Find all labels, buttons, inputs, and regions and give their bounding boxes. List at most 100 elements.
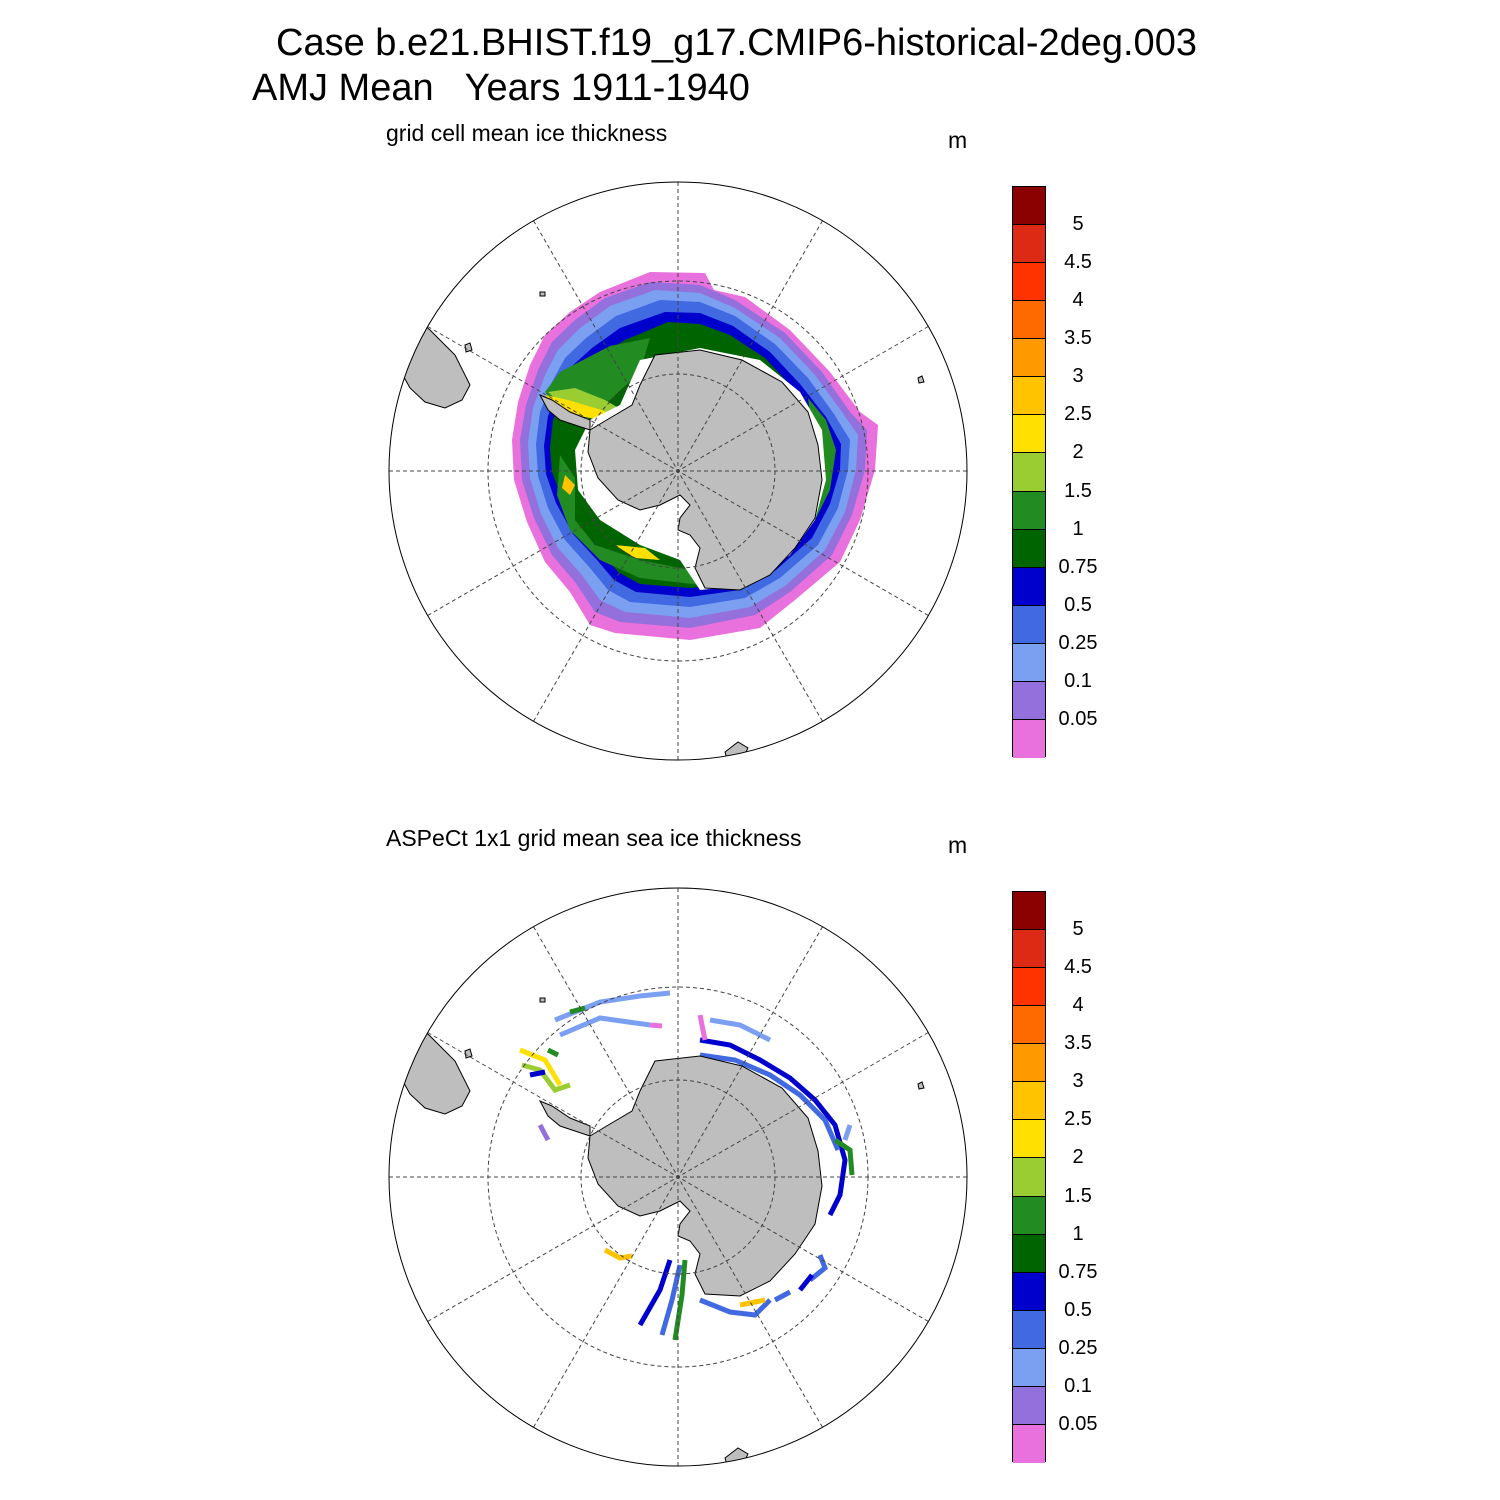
panel-1-graticule: [389, 182, 967, 760]
obs-track: [699, 1052, 841, 1151]
obs-track: [603, 1247, 633, 1261]
figure-title-line-2: AMJ Mean Years 1911-1940: [252, 67, 750, 109]
colorbar-label: 0.1: [1064, 669, 1092, 692]
panel-2-title: ASPeCt 1x1 grid mean sea ice thickness: [386, 825, 802, 851]
obs-track: [773, 1289, 792, 1303]
colorbar-box: [1013, 491, 1045, 530]
colorbar-box: [1013, 1310, 1045, 1349]
colorbar-label: 1: [1072, 517, 1084, 540]
panel-2-map-border: [388, 887, 968, 1467]
colorbar-label: 0.05: [1058, 707, 1098, 730]
colorbar-box: [1013, 1348, 1045, 1387]
colorbar-box: [1013, 968, 1045, 1007]
antarctica-land: [587, 1055, 823, 1297]
colorbar-label: 0.25: [1058, 1336, 1098, 1359]
colorbar-box: [1013, 187, 1045, 226]
panel-2-graticule: [389, 888, 967, 1466]
island-3: [917, 1081, 925, 1090]
colorbar-label: 0.5: [1064, 1298, 1092, 1321]
colorbar-label: 0.05: [1058, 1412, 1098, 1435]
colorbar-label: 0.75: [1058, 555, 1098, 578]
antarctic-peninsula: [538, 1100, 591, 1137]
colorbar-label: 2.5: [1064, 403, 1092, 426]
colorbar-box: [1013, 1158, 1045, 1197]
ice-band-2: [548, 388, 622, 418]
obs-track: [699, 1297, 772, 1318]
panel-1-colorbar: [1012, 186, 1046, 758]
colorbar-label: 2.5: [1064, 1108, 1092, 1131]
obs-track: [569, 1005, 586, 1015]
panel-1-units: m: [948, 127, 968, 153]
obs-track: [519, 1047, 563, 1087]
colorbar-label: 0.5: [1064, 593, 1092, 616]
panel-2-ice-tracks: [519, 990, 855, 1341]
colorbar-label: 3: [1072, 1070, 1084, 1093]
island: [539, 997, 546, 1003]
colorbar-label: 3: [1072, 365, 1084, 388]
panel-1-map-border: [388, 181, 968, 761]
colorbar-label: 1.5: [1064, 479, 1092, 502]
island-3: [917, 375, 925, 384]
obs-track: [699, 1037, 848, 1217]
colorbar-box: [1013, 453, 1045, 492]
colorbar-box: [1013, 1006, 1045, 1045]
obs-track: [529, 1069, 546, 1078]
colorbar-label: 4: [1072, 289, 1084, 312]
obs-track: [537, 1123, 551, 1142]
colorbar-box: [1013, 719, 1045, 758]
colorbar-label: 1: [1072, 1222, 1084, 1245]
colorbar-box: [1013, 301, 1045, 340]
obs-track: [833, 1137, 855, 1176]
obs-track: [649, 1022, 663, 1029]
ice-band-3: [615, 545, 660, 560]
colorbar-box: [1013, 529, 1045, 568]
antarctic-peninsula: [538, 394, 591, 431]
ice-band-1.5-b: [557, 455, 720, 585]
colorbar-box: [1013, 225, 1045, 264]
colorbar-label: 5: [1072, 918, 1084, 941]
island-2: [464, 342, 473, 353]
obs-track: [808, 1254, 828, 1282]
colorbar-box: [1013, 1196, 1045, 1235]
obs-track: [659, 1264, 683, 1336]
colorbar-box: [1013, 892, 1045, 931]
obs-track: [842, 1124, 853, 1141]
colorbar-box: [1013, 681, 1045, 720]
colorbar-box: [1013, 1272, 1045, 1311]
obs-track: [697, 1014, 708, 1041]
ice-band-4: [562, 475, 575, 495]
colorbar-label: 5: [1072, 213, 1084, 236]
colorbar-label: 3.5: [1064, 1032, 1092, 1055]
colorbar-box: [1013, 1120, 1045, 1159]
colorbar-box: [1013, 643, 1045, 682]
obs-track: [554, 990, 671, 1023]
colorbar-label: 1.5: [1064, 1184, 1092, 1207]
island: [539, 291, 546, 297]
obs-track: [798, 1273, 814, 1292]
colorbar-box: [1013, 339, 1045, 378]
colorbar-label: 0.1: [1064, 1374, 1092, 1397]
figure-title-line-1: Case b.e21.BHIST.f19_g17.CMIP6-historica…: [276, 22, 1197, 64]
obs-track: [559, 1015, 651, 1038]
colorbar-box: [1013, 1424, 1045, 1463]
obs-track: [637, 1259, 673, 1327]
panel-1-title: grid cell mean ice thickness: [386, 120, 668, 146]
colorbar-box: [1013, 377, 1045, 416]
colorbar-label: 2: [1072, 441, 1084, 464]
colorbar-box: [1013, 1082, 1045, 1121]
antarctica-land: [587, 349, 823, 591]
colorbar-label: 4.5: [1064, 956, 1092, 979]
colorbar-label: 2: [1072, 1146, 1084, 1169]
panel-2-colorbar: [1012, 891, 1046, 1463]
colorbar-label: 4: [1072, 994, 1084, 1017]
colorbar-label: 4.5: [1064, 251, 1092, 274]
colorbar-box: [1013, 930, 1045, 969]
colorbar-box: [1013, 1386, 1045, 1425]
colorbar-box: [1013, 263, 1045, 302]
colorbar-label: 3.5: [1064, 327, 1092, 350]
obs-track: [739, 1297, 766, 1308]
obs-track: [672, 1259, 688, 1341]
panel-2-units: m: [948, 832, 968, 858]
